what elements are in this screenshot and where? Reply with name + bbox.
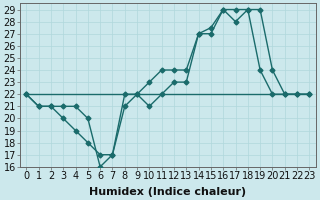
X-axis label: Humidex (Indice chaleur): Humidex (Indice chaleur)	[89, 187, 246, 197]
